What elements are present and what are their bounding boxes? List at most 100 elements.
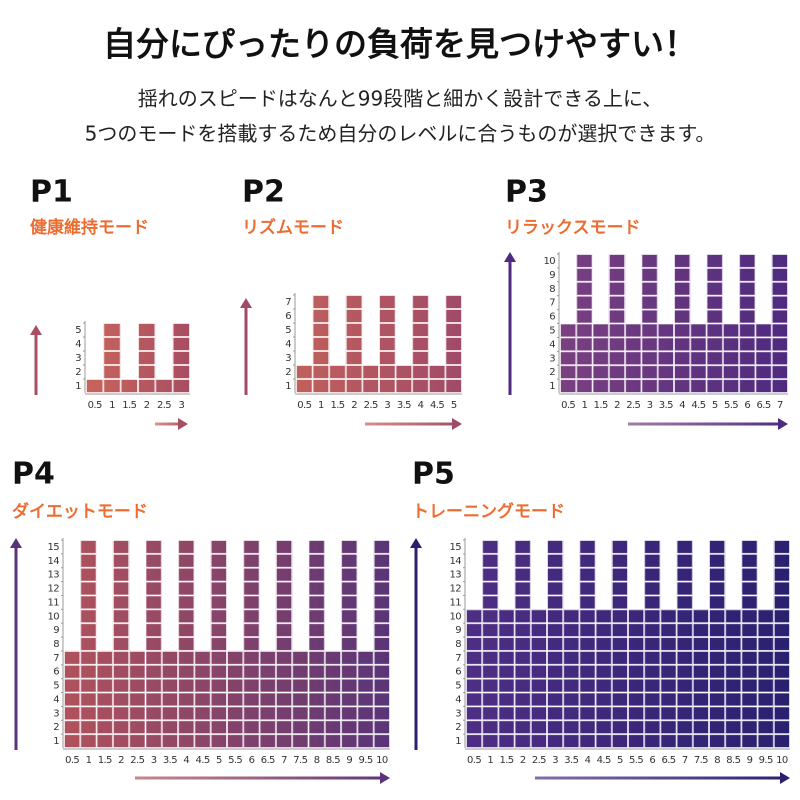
right-arrow-head bbox=[778, 418, 788, 430]
bar-cells bbox=[725, 609, 742, 748]
bar-cells bbox=[595, 609, 612, 748]
y-tick-label: 14 bbox=[47, 556, 59, 567]
bar-cells bbox=[178, 540, 195, 748]
bar-cells bbox=[608, 254, 626, 393]
x-tick-label: 1 bbox=[109, 400, 115, 411]
y-tick-label: 9 bbox=[455, 625, 461, 636]
y-tick-label: 10 bbox=[47, 611, 59, 622]
x-tick-label: 1.5 bbox=[594, 400, 608, 411]
y-tick-label: 5 bbox=[285, 325, 291, 336]
bar-cells bbox=[145, 540, 162, 748]
bar-cells bbox=[155, 379, 173, 393]
y-tick-label: 15 bbox=[449, 542, 461, 553]
bar-cells bbox=[660, 609, 677, 748]
up-arrow-head bbox=[504, 252, 516, 262]
mode-number: P2 bbox=[242, 175, 285, 210]
up-arrow-head bbox=[10, 538, 22, 548]
bar-cells bbox=[592, 323, 609, 393]
bar-cells bbox=[674, 254, 691, 393]
x-tick-label: 0.5 bbox=[467, 755, 481, 766]
y-tick-label: 2 bbox=[285, 367, 291, 378]
x-tick-label: 5.5 bbox=[228, 755, 242, 766]
bar-cells bbox=[722, 323, 740, 393]
y-tick-label: 13 bbox=[47, 570, 59, 581]
bar-cells bbox=[428, 365, 446, 393]
y-tick-label: 6 bbox=[549, 312, 555, 323]
bar-cells bbox=[138, 323, 156, 393]
bar-cells bbox=[210, 540, 227, 748]
y-tick-label: 10 bbox=[449, 611, 461, 622]
y-tick-label: 14 bbox=[449, 556, 461, 567]
y-tick-label: 6 bbox=[53, 667, 59, 678]
x-tick-label: 3 bbox=[384, 400, 390, 411]
mode-name: ダイエットモード bbox=[12, 501, 148, 522]
mode-number: P4 bbox=[12, 457, 55, 492]
x-tick-label: 2 bbox=[614, 400, 620, 411]
y-tick-label: 4 bbox=[75, 339, 81, 350]
bar-cells bbox=[120, 379, 138, 393]
bar-cells bbox=[80, 540, 97, 748]
y-tick-label: 2 bbox=[75, 367, 81, 378]
x-tick-label: 7 bbox=[281, 755, 287, 766]
x-tick-label: 0.5 bbox=[88, 400, 102, 411]
bar-cells bbox=[227, 650, 244, 748]
up-arrow-head bbox=[240, 298, 252, 308]
mode-number: P1 bbox=[30, 175, 73, 210]
x-tick-label: 3.5 bbox=[659, 400, 673, 411]
y-tick-label: 7 bbox=[455, 653, 461, 664]
x-tick-label: 9 bbox=[346, 755, 352, 766]
x-tick-label: 3.5 bbox=[564, 755, 578, 766]
bar-cells bbox=[308, 540, 325, 748]
x-tick-label: 6 bbox=[649, 755, 655, 766]
y-tick-label: 7 bbox=[285, 297, 291, 308]
y-tick-label: 7 bbox=[549, 298, 555, 309]
y-tick-label: 4 bbox=[285, 339, 291, 350]
x-tick-label: 2.5 bbox=[532, 755, 546, 766]
x-tick-label: 1.5 bbox=[330, 400, 344, 411]
x-tick-label: 7.5 bbox=[293, 755, 307, 766]
y-tick-label: 2 bbox=[53, 722, 59, 733]
x-tick-label: 0.5 bbox=[561, 400, 575, 411]
bar-cells bbox=[259, 650, 276, 748]
x-tick-label: 4 bbox=[679, 400, 685, 411]
bar-cells bbox=[739, 254, 756, 393]
x-tick-label: 1 bbox=[582, 400, 588, 411]
x-tick-label: 4 bbox=[418, 400, 424, 411]
y-tick-label: 6 bbox=[455, 667, 461, 678]
y-tick-label: 9 bbox=[549, 270, 555, 281]
x-tick-label: 8 bbox=[314, 755, 320, 766]
bar-cells bbox=[86, 379, 104, 393]
x-tick-label: 6 bbox=[249, 755, 255, 766]
x-tick-label: 1 bbox=[487, 755, 493, 766]
y-tick-label: 8 bbox=[549, 284, 555, 295]
x-tick-label: 6.5 bbox=[661, 755, 675, 766]
bar-cells bbox=[161, 650, 179, 748]
bar-cells bbox=[625, 323, 642, 393]
x-tick-label: 3.5 bbox=[397, 400, 411, 411]
bar-cells bbox=[341, 540, 358, 748]
up-arrow-head bbox=[30, 325, 42, 335]
y-tick-label: 5 bbox=[75, 325, 81, 336]
bar-cells bbox=[709, 540, 726, 748]
x-tick-label: 3.5 bbox=[163, 755, 177, 766]
page-title: 自分にぴったりの負荷を見つけやすい！ bbox=[103, 25, 697, 64]
y-tick-label: 5 bbox=[455, 681, 461, 692]
bar-cells bbox=[172, 323, 190, 393]
x-tick-label: 5.5 bbox=[629, 755, 643, 766]
x-tick-label: 10 bbox=[776, 755, 788, 766]
y-tick-label: 12 bbox=[47, 584, 59, 595]
x-tick-label: 0.5 bbox=[297, 400, 311, 411]
bar-cells bbox=[324, 650, 342, 748]
y-tick-label: 4 bbox=[549, 339, 555, 350]
bar-cells bbox=[194, 650, 211, 748]
x-tick-label: 7 bbox=[777, 400, 783, 411]
bar-cells bbox=[657, 323, 674, 393]
bar-cells bbox=[445, 295, 462, 393]
description-line: 5つのモードを搭載するため自分のレベルに合うものが選択できます。 bbox=[85, 122, 716, 146]
x-tick-label: 4 bbox=[585, 755, 591, 766]
y-tick-label: 11 bbox=[449, 597, 461, 608]
x-tick-label: 1.5 bbox=[98, 755, 112, 766]
y-tick-label: 5 bbox=[549, 325, 555, 336]
right-arrow-head bbox=[380, 772, 390, 784]
x-tick-label: 3 bbox=[178, 400, 184, 411]
